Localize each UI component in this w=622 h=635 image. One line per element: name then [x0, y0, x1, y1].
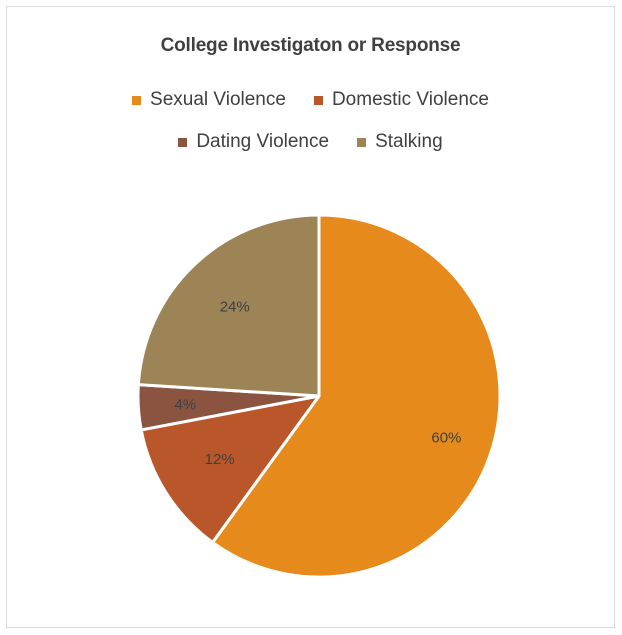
- legend-label-domestic-violence: Domestic Violence: [331, 89, 489, 110]
- pie-slice-sexual-violence: [211, 213, 502, 579]
- pie-slice-domestic-violence: [139, 394, 321, 544]
- legend-item-sexual-violence: Sexual Violence: [132, 89, 286, 111]
- pie-slice-stalking: [136, 213, 321, 398]
- legend-item-dating-violence: Dating Violence: [178, 131, 329, 153]
- legend-swatch-domestic-violence: [313, 95, 323, 105]
- legend-row-2: Dating Violence Stalking: [7, 131, 614, 153]
- legend-item-stalking: Stalking: [357, 131, 443, 153]
- legend-swatch-dating-violence: [178, 137, 188, 147]
- legend-row-1: Sexual Violence Domestic Violence: [7, 89, 614, 111]
- legend-swatch-sexual-violence: [132, 95, 142, 105]
- chart-frame: College Investigaton or Response Sexual …: [6, 6, 615, 628]
- legend-label-dating-violence: Dating Violence: [196, 131, 330, 152]
- data-label-sexual-violence: 60%: [431, 429, 461, 446]
- data-label-stalking: 24%: [220, 298, 250, 315]
- legend-label-stalking: Stalking: [375, 131, 443, 152]
- pie-chart: 60% 12% 4% 24%: [136, 213, 502, 579]
- legend-label-sexual-violence: Sexual Violence: [150, 89, 286, 110]
- data-label-domestic-violence: 12%: [205, 451, 235, 468]
- legend-swatch-stalking: [357, 137, 367, 147]
- legend-item-domestic-violence: Domestic Violence: [313, 89, 489, 111]
- chart-title: College Investigaton or Response: [160, 35, 461, 56]
- data-label-dating-violence: 4%: [174, 396, 196, 413]
